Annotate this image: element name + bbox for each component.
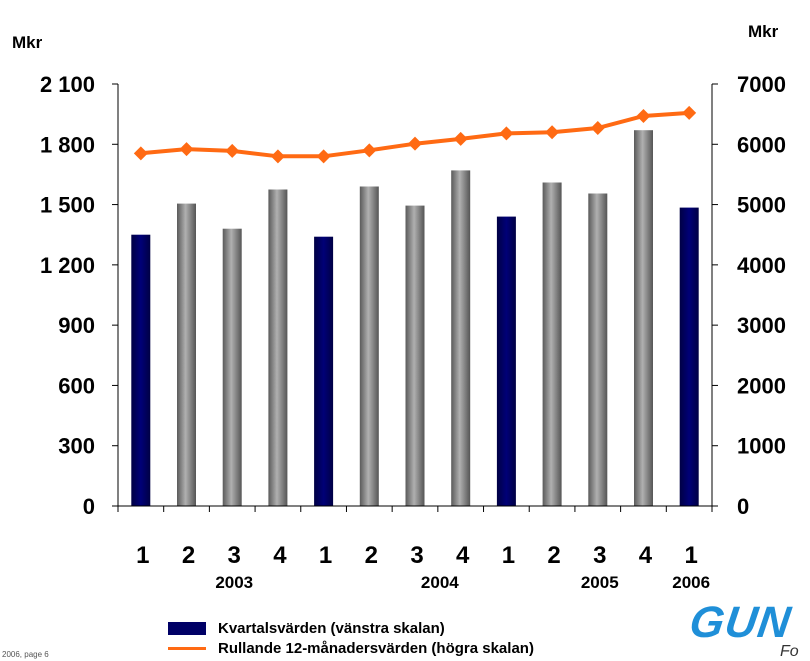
logo-subtext: Fo	[780, 643, 799, 660]
bar-5	[359, 186, 379, 506]
line-marker-12	[682, 105, 697, 120]
line-marker-9	[545, 125, 560, 140]
right-tick-label-0: 0	[737, 494, 749, 519]
legend-bar-label: Kvartalsvärden (vänstra skalan)	[218, 619, 445, 637]
category-label-3: 4	[273, 542, 287, 569]
category-label-4: 1	[319, 542, 332, 569]
left-tick-label-2: 600	[58, 373, 95, 398]
category-label-11: 4	[639, 542, 653, 569]
year-label-2004: 2004	[421, 573, 459, 592]
line-marker-11	[636, 108, 651, 123]
bar-12	[679, 207, 699, 506]
right-tick-label-5: 5000	[737, 193, 786, 218]
left-tick-label-4: 1 200	[40, 253, 95, 278]
right-tick-label-6: 6000	[737, 132, 786, 157]
category-label-10: 3	[593, 542, 606, 569]
category-label-8: 1	[502, 542, 515, 569]
line-marker-2	[225, 143, 240, 158]
line-marker-0	[133, 146, 148, 161]
category-label-6: 3	[410, 542, 423, 569]
line-marker-5	[362, 143, 377, 158]
legend-item-bars: Kvartalsvärden (vänstra skalan)	[168, 618, 534, 638]
category-label-1: 2	[182, 542, 195, 569]
right-tick-label-1: 1000	[737, 434, 786, 459]
line-marker-8	[499, 126, 514, 141]
footer-text: 2006, page 6	[2, 650, 49, 659]
legend-line-swatch	[168, 646, 206, 650]
line-marker-3	[270, 149, 285, 164]
left-tick-label-0: 0	[83, 494, 95, 519]
bar-11	[634, 130, 653, 506]
line-marker-10	[590, 121, 605, 136]
bar-3	[268, 189, 288, 506]
legend-bar-swatch	[168, 621, 206, 635]
category-label-5: 2	[365, 542, 378, 569]
bar-0	[131, 234, 151, 506]
bar-9	[542, 182, 562, 506]
line-marker-4	[316, 149, 331, 164]
year-label-2003: 2003	[215, 573, 253, 592]
quarterly-chart: 0 300 600 900 1 200 1 500 1 800 2 100 0 1000 2000 3…	[40, 72, 786, 592]
line-marker-7	[453, 131, 468, 146]
category-label-12: 1	[684, 542, 697, 569]
line-marker-1	[179, 142, 194, 157]
right-tick-label-4: 4000	[737, 253, 786, 278]
right-tick-label-2: 2000	[737, 373, 786, 398]
line-marker-6	[408, 136, 422, 151]
legend: Kvartalsvärden (vänstra skalan) Rullande…	[168, 618, 534, 658]
bar-7	[451, 170, 471, 506]
bar-6	[405, 205, 425, 506]
category-label-2: 3	[228, 542, 241, 569]
left-tick-label-6: 1 800	[40, 132, 95, 157]
bar-8	[496, 216, 516, 506]
left-tick-label-7: 2 100	[40, 72, 95, 97]
bar-2	[222, 228, 242, 506]
right-tick-label-7: 7000	[737, 72, 786, 97]
left-tick-label-5: 1 500	[40, 193, 95, 218]
legend-item-line: Rullande 12-månadersvärden (högra skalan…	[168, 638, 534, 658]
bar-10	[588, 193, 608, 506]
year-label-2006: 2006	[672, 573, 710, 592]
legend-line-label: Rullande 12-månadersvärden (högra skalan…	[218, 639, 534, 657]
bar-1	[177, 203, 196, 506]
category-label-7: 4	[456, 542, 470, 569]
category-label-9: 2	[547, 542, 560, 569]
right-tick-label-3: 3000	[737, 313, 786, 338]
left-axis-unit: Mkr	[12, 33, 43, 52]
year-label-2005: 2005	[581, 573, 619, 592]
left-tick-label-1: 300	[58, 434, 95, 459]
company-logo: GUN	[686, 598, 795, 647]
right-axis-unit: Mkr	[748, 22, 779, 41]
bar-4	[314, 236, 334, 506]
left-tick-label-3: 900	[58, 313, 95, 338]
category-label-0: 1	[136, 542, 149, 569]
